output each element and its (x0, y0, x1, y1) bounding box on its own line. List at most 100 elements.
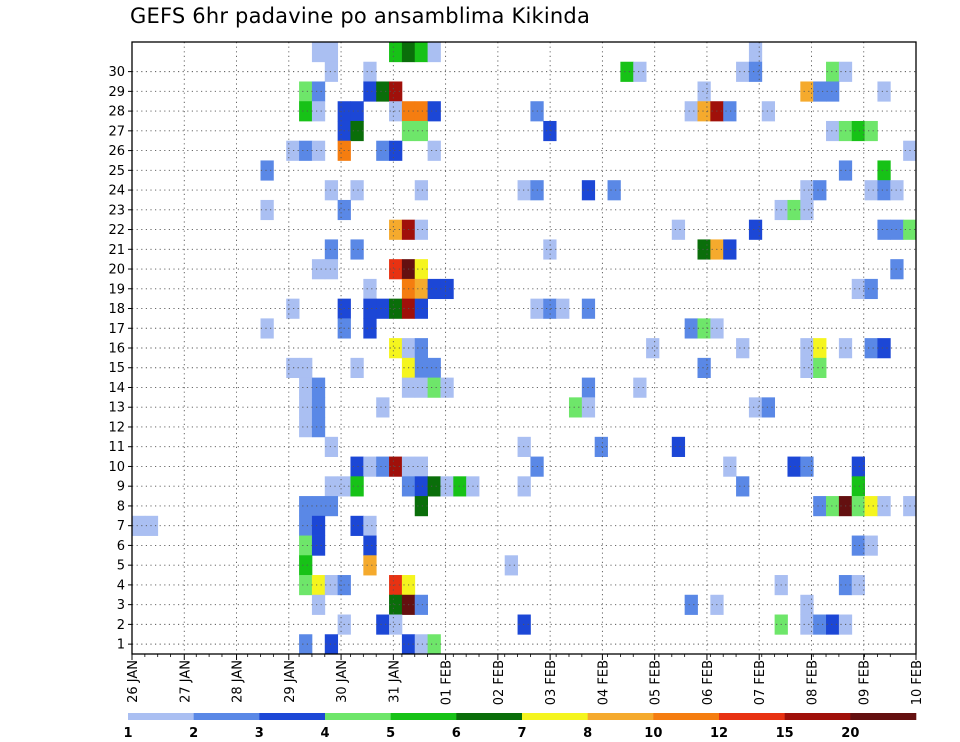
heatmap-cell (311, 594, 326, 615)
x-tick-label: 02 FEB (492, 660, 507, 705)
colorbar-swatch (259, 713, 326, 720)
y-tick-label: 20 (108, 263, 125, 278)
heatmap-cell (414, 634, 428, 655)
x-tick-label: 01 FEB (440, 660, 455, 705)
colorbar-swatch (784, 713, 851, 720)
colorbar-label: 20 (841, 726, 859, 741)
heatmap-cell (389, 101, 403, 122)
heatmap-cell (414, 357, 428, 379)
y-tick-label: 29 (108, 85, 125, 100)
heatmap-cell (723, 239, 737, 260)
heatmap-cell (851, 496, 865, 517)
colorbar-legend: 1 2 3 4 5 6 7 8 10 12 15 20 (123, 713, 917, 741)
heatmap-cell (427, 476, 441, 497)
heatmap-cell (851, 575, 865, 596)
heatmap-cell (748, 61, 763, 82)
x-tick-label: 07 FEB (753, 660, 768, 705)
y-tick-label: 26 (108, 144, 125, 159)
heatmap-cell (671, 436, 686, 457)
heatmap-cell (299, 81, 313, 102)
heatmap-cell (697, 318, 711, 339)
heatmap-cell (324, 239, 339, 260)
x-tick-label: 04 FEB (596, 660, 611, 705)
x-tick-label: 31 JAN (387, 660, 402, 703)
x-tick-label: 05 FEB (649, 660, 664, 705)
heatmap-cell (363, 298, 377, 319)
colorbar-label: 3 (255, 726, 264, 741)
heatmap-cell (851, 456, 865, 477)
x-tick-label: 30 JAN (335, 660, 350, 703)
y-tick-label: 17 (108, 322, 125, 337)
heatmap-cell (787, 456, 801, 477)
x-tick-label: 27 JAN (178, 660, 193, 703)
y-tick-label: 30 (108, 65, 125, 80)
y-tick-label: 9 (117, 480, 125, 495)
colorbar-label: 10 (644, 726, 662, 741)
heatmap-cell (697, 357, 711, 379)
heatmap-cell (736, 338, 750, 359)
y-tick-label: 7 (117, 519, 125, 534)
heatmap-cell (736, 476, 750, 497)
heatmap-cell (311, 535, 326, 556)
heatmap-cell (427, 357, 441, 379)
heatmap-cell (556, 298, 570, 319)
heatmap-cell (440, 278, 454, 300)
heatmap-cell (389, 259, 403, 280)
heatmap-cell (414, 101, 428, 122)
heatmap-cell (877, 180, 891, 201)
heatmap-cell (813, 180, 827, 201)
heatmap-cell (877, 81, 891, 102)
y-tick-label: 14 (108, 381, 125, 396)
heatmap-cell (813, 614, 827, 635)
heatmap-cell (363, 535, 377, 556)
heatmap-cell (299, 377, 313, 398)
heatmap-cell (543, 120, 557, 142)
heatmap-cell (568, 397, 583, 418)
heatmap-cell (414, 496, 428, 517)
heatmap-cell (299, 535, 313, 556)
heatmap-cell (427, 377, 441, 398)
y-tick-label: 18 (108, 302, 125, 317)
heatmap-cell (324, 259, 339, 280)
heatmap-cell (671, 219, 686, 240)
heatmap-cell (363, 515, 377, 536)
y-tick-label: 6 (117, 539, 125, 554)
plot-grid (132, 42, 916, 654)
heatmap-cell (800, 594, 814, 615)
x-tick-label: 09 FEB (858, 660, 873, 705)
x-tick-label: 29 JAN (283, 660, 298, 703)
heatmap-cell (877, 160, 891, 181)
colorbar-swatch (522, 713, 588, 720)
y-tick-label: 15 (108, 361, 125, 376)
heatmap-cell (427, 634, 441, 655)
y-tick-label: 24 (108, 184, 125, 199)
heatmap-cell (620, 61, 634, 82)
heatmap-cell (800, 81, 814, 102)
heatmap-cell (723, 101, 737, 122)
heatmap-cell (890, 219, 904, 240)
heatmap-cell (427, 140, 441, 161)
heatmap-cell (324, 61, 339, 82)
heatmap-cell (311, 42, 326, 63)
heatmap-cell (311, 515, 326, 536)
colorbar-swatch (719, 713, 785, 720)
colorbar-label: 12 (710, 726, 728, 741)
heatmap-cell (723, 456, 737, 477)
heatmap-cell (697, 101, 711, 122)
colorbar-swatch (850, 713, 917, 720)
heatmap-cell (286, 298, 300, 319)
heatmap-cell (826, 120, 840, 142)
y-tick-label: 28 (108, 105, 125, 120)
heatmap-cell (324, 436, 339, 457)
y-tick-label: 11 (108, 440, 125, 455)
y-tick-label: 5 (117, 559, 125, 574)
heatmap-cell (389, 81, 403, 102)
heatmap-cell (389, 575, 403, 596)
heatmap-cell (311, 259, 326, 280)
heatmap-cell (286, 140, 300, 161)
heatmap-cell (311, 101, 326, 122)
heatmap-cell (826, 496, 840, 517)
colorbar-swatch (325, 713, 391, 720)
heatmap-cell (414, 298, 428, 319)
